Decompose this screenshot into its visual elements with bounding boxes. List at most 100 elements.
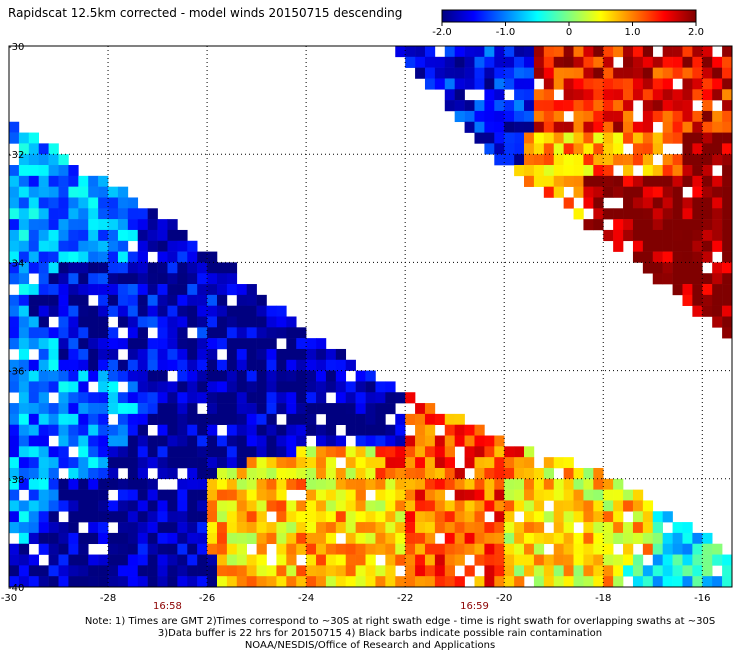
data-cell — [68, 262, 79, 274]
data-cell — [702, 229, 713, 242]
data-cell — [454, 532, 465, 545]
x-tick-label: -24 — [298, 593, 314, 604]
data-cell — [405, 543, 416, 555]
data-cell — [623, 110, 634, 123]
data-cell — [256, 532, 267, 545]
data-cell — [28, 175, 40, 187]
data-cell — [682, 240, 693, 252]
data-cell — [9, 413, 20, 425]
data-cell — [58, 392, 69, 404]
data-cell — [732, 327, 740, 338]
data-cell — [207, 262, 218, 274]
data-cell — [632, 186, 644, 198]
data-cell — [642, 208, 654, 220]
data-cell — [533, 121, 545, 133]
data-cell — [236, 338, 247, 350]
data-cell — [524, 175, 535, 187]
data-cell — [236, 370, 247, 382]
data-cell — [286, 359, 297, 371]
data-cell — [28, 197, 40, 209]
data-cell — [88, 273, 99, 285]
data-cell — [98, 457, 109, 469]
data-cell — [444, 478, 455, 490]
data-cell — [256, 565, 267, 577]
data-cell — [88, 348, 99, 361]
data-cell — [613, 500, 624, 512]
data-cell — [187, 348, 198, 361]
data-cell — [207, 435, 218, 447]
data-cell — [78, 273, 89, 285]
data-cell — [236, 446, 247, 458]
data-cell — [207, 381, 218, 393]
data-cell — [583, 100, 594, 112]
data-cell — [652, 511, 663, 523]
data-cell — [88, 175, 99, 187]
data-cell — [454, 543, 465, 555]
data-cell — [563, 500, 574, 512]
data-cell — [682, 565, 693, 577]
data-cell — [573, 89, 584, 101]
data-cell — [434, 56, 446, 68]
data-cell — [306, 565, 317, 577]
data-cell — [722, 208, 732, 220]
data-cell — [474, 100, 485, 112]
data-cell — [68, 467, 79, 480]
data-cell — [306, 403, 317, 415]
data-cell — [226, 554, 238, 566]
data-cell — [127, 554, 139, 566]
data-cell — [246, 500, 257, 512]
data-cell — [662, 576, 673, 587]
data-cell — [177, 424, 188, 436]
data-cell — [623, 78, 634, 90]
data-cell — [207, 446, 218, 458]
data-cell — [722, 229, 732, 242]
data-cell — [603, 208, 614, 220]
data-cell — [682, 175, 693, 187]
data-cell — [197, 338, 208, 350]
data-cell — [484, 576, 495, 587]
data-cell — [444, 532, 455, 545]
data-cell — [593, 100, 604, 112]
data-cell — [533, 576, 545, 587]
data-cell — [573, 67, 584, 79]
data-cell — [722, 554, 732, 566]
data-cell — [563, 67, 574, 79]
data-cell — [623, 46, 634, 58]
data-cell — [593, 478, 604, 490]
data-cell — [504, 532, 515, 545]
data-cell — [9, 327, 20, 339]
data-cell — [207, 424, 218, 436]
data-cell — [207, 500, 218, 512]
data-cell — [583, 175, 594, 187]
data-cell — [623, 554, 634, 566]
data-cell — [682, 67, 693, 79]
data-cell — [583, 532, 594, 545]
data-cell — [623, 67, 634, 79]
data-cell — [662, 78, 673, 90]
data-cell — [553, 143, 564, 155]
data-cell — [474, 56, 485, 68]
data-cell — [603, 56, 614, 68]
data-cell — [276, 381, 287, 393]
data-cell — [108, 478, 119, 490]
data-cell — [504, 511, 515, 523]
data-cell — [296, 348, 307, 361]
data-cell — [28, 240, 40, 252]
data-cell — [226, 478, 238, 490]
data-cell — [325, 370, 337, 382]
data-cell — [702, 554, 713, 566]
data-cell — [108, 467, 119, 480]
data-cell — [514, 532, 525, 545]
data-cell — [732, 154, 740, 165]
data-cell — [514, 565, 525, 577]
data-cell — [28, 467, 40, 480]
data-cell — [434, 457, 446, 469]
data-cell — [415, 576, 426, 587]
data-cell — [543, 478, 555, 490]
data-cell — [682, 284, 693, 296]
data-cell — [117, 208, 129, 220]
data-cell — [276, 522, 287, 534]
data-cell — [494, 154, 505, 166]
data-cell — [48, 338, 59, 350]
data-cell — [454, 67, 465, 79]
